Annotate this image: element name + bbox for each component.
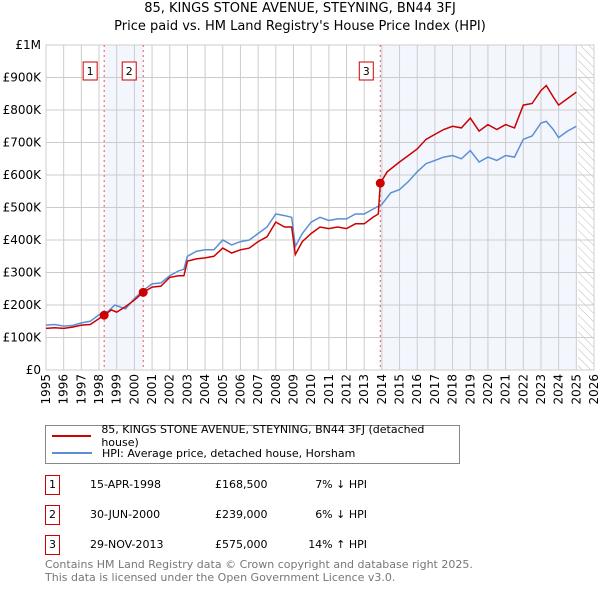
- x-tick-label: 2018: [446, 374, 460, 405]
- y-tick-label: £0: [26, 363, 41, 377]
- sale-price: £239,000: [215, 508, 268, 521]
- sale-point: [375, 178, 385, 188]
- price-chart: 1995 1996 1997 1998 1999 2000 2001 2002 2003 2004…: [3, 38, 600, 405]
- legend-item-hpi: HPI: Average price, detached house, Hors…: [52, 445, 355, 461]
- y-tick-label: £1M: [15, 38, 41, 52]
- y-tick-label: £900K: [3, 71, 43, 85]
- sale-label-box: [121, 61, 137, 81]
- sale-row: 1 15-APR-1998 £168,500 7% ↓ HPI: [45, 475, 375, 495]
- sale-marker-box: 1: [45, 475, 60, 495]
- x-tick-label: 2013: [357, 374, 371, 405]
- sale-row: 2 30-JUN-2000 £239,000 6% ↓ HPI: [45, 505, 375, 525]
- y-tick-label: £600K: [3, 168, 43, 182]
- legend-swatch-red: [52, 435, 92, 437]
- y-tick-label: £800K: [3, 103, 43, 117]
- x-tick-label: 2023: [534, 374, 548, 405]
- legend-label: HPI: Average price, detached house, Hors…: [102, 446, 356, 460]
- x-tick-label: 2009: [286, 374, 300, 405]
- x-tick-label: 2012: [340, 374, 354, 405]
- legend-swatch-blue: [52, 452, 92, 454]
- sale-label: 1: [87, 65, 94, 78]
- sale-row: 3 29-NOV-2013 £575,000 14% ↑ HPI: [45, 535, 375, 555]
- sale-hpi-diff: 7% ↓ HPI: [315, 478, 367, 491]
- x-tick-label: 1995: [39, 374, 53, 405]
- y-tick-label: £500K: [3, 201, 43, 215]
- sale-marker-box: 3: [45, 535, 60, 555]
- x-tick-label: 2016: [410, 374, 424, 405]
- y-tick-label: £300K: [3, 266, 43, 280]
- sale-hpi-diff: 6% ↓ HPI: [315, 508, 367, 521]
- x-tick-label: 1999: [110, 374, 124, 405]
- x-tick-label: 2022: [516, 374, 530, 405]
- sale-label: 3: [363, 65, 370, 78]
- chart-subtitle: Price paid vs. HM Land Registry's House …: [114, 19, 486, 34]
- x-tick-label: 2000: [127, 374, 141, 405]
- legend: 85, KINGS STONE AVENUE, STEYNING, BN44 3…: [45, 423, 460, 464]
- sale-label-box: [82, 61, 98, 81]
- legend-item-property: 85, KINGS STONE AVENUE, STEYNING, BN44 3…: [52, 423, 459, 449]
- x-tick-label: 2014: [375, 374, 389, 405]
- x-tick-label: 2026: [587, 374, 600, 405]
- x-tick-label: 2001: [145, 374, 159, 405]
- legend-label: 85, KINGS STONE AVENUE, STEYNING, BN44 3…: [101, 423, 425, 449]
- series-line: [45, 120, 577, 327]
- y-tick-label: £700K: [3, 136, 43, 150]
- sale-hpi-diff: 14% ↑ HPI: [308, 538, 367, 551]
- x-tick-label: 2002: [163, 374, 177, 405]
- x-tick-label: 2008: [269, 374, 283, 405]
- y-tick-label: £100K: [3, 331, 43, 345]
- x-tick-label: 2007: [251, 374, 265, 405]
- x-tick-label: 2020: [481, 374, 495, 405]
- series-line: [45, 84, 577, 330]
- x-tick-label: 2005: [216, 374, 230, 405]
- x-tick-label: 2011: [322, 374, 336, 405]
- x-tick-label: 2015: [393, 374, 407, 405]
- footer: Contains HM Land Registry data © Crown c…: [45, 558, 473, 584]
- sale-date: 15-APR-1998: [90, 478, 162, 491]
- x-tick-label: 2004: [198, 374, 212, 405]
- x-tick-label: 2019: [463, 374, 477, 405]
- sale-date: 30-JUN-2000: [90, 508, 161, 521]
- x-tick-label: 2010: [304, 374, 318, 405]
- plot-frame: [45, 44, 595, 371]
- x-tick-label: 1998: [92, 374, 106, 405]
- sale-label: 2: [126, 65, 133, 78]
- x-tick-label: 2025: [569, 374, 583, 405]
- x-tick-label: 2006: [233, 374, 247, 405]
- sale-point: [99, 310, 109, 320]
- footer-line: This data is licensed under the Open Gov…: [45, 571, 396, 584]
- y-tick-label: £400K: [3, 233, 43, 247]
- x-tick-label: 1996: [57, 374, 71, 405]
- x-tick-label: 2017: [428, 374, 442, 405]
- y-tick-label: £200K: [3, 298, 43, 312]
- x-tick-label: 1997: [74, 374, 88, 405]
- sale-label-box: [358, 61, 374, 81]
- sale-marker-box: 2: [45, 505, 60, 525]
- footer-line: Contains HM Land Registry data © Crown c…: [45, 558, 473, 571]
- x-tick-label: 2003: [180, 374, 194, 405]
- sale-price: £168,500: [215, 478, 268, 491]
- sale-date: 29-NOV-2013: [90, 538, 164, 551]
- sale-point: [138, 287, 148, 297]
- sale-price: £575,000: [215, 538, 268, 551]
- chart-title: 85, KINGS STONE AVENUE, STEYNING, BN44 3…: [144, 1, 456, 16]
- x-tick-label: 2024: [552, 374, 566, 405]
- x-tick-label: 2021: [499, 374, 513, 405]
